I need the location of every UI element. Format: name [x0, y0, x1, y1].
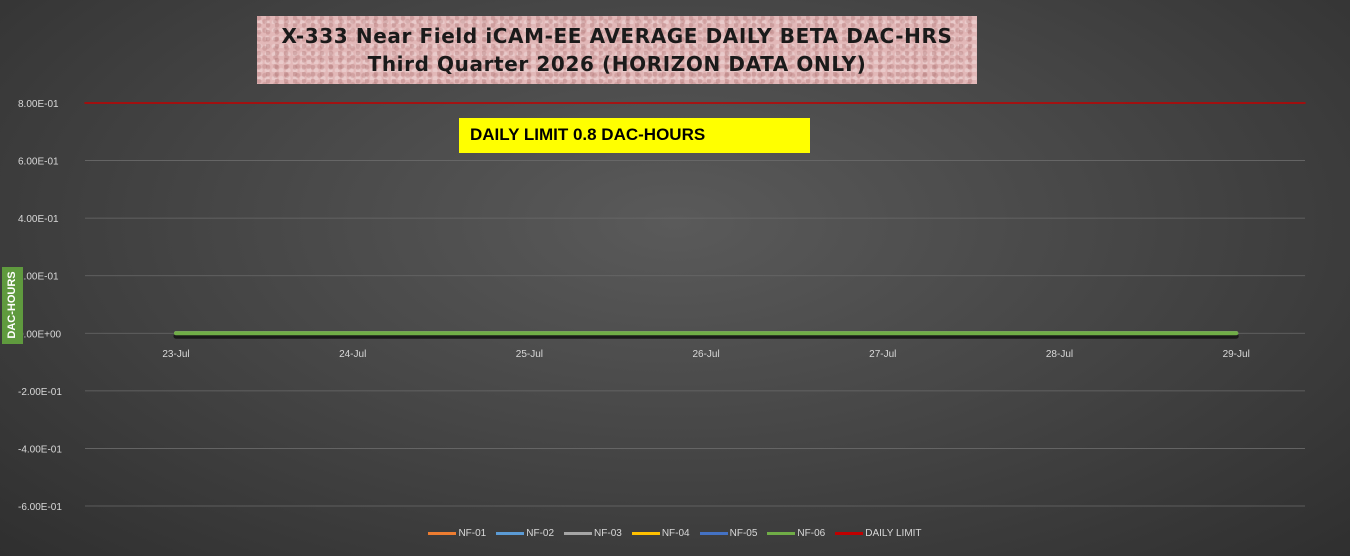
y-axis-tick-labels: 8.00E-01 6.00E-01 4.00E-01 2.00E-01 0.00E+00… — [18, 99, 62, 513]
legend-swatch — [699, 532, 728, 535]
y-tick-label: 8.00E-01 — [18, 99, 59, 110]
legend-swatch — [496, 532, 525, 535]
x-tick-label: 23-Jul — [162, 349, 189, 360]
y-tick-label: 4.00E-01 — [18, 214, 59, 225]
x-tick-label: 28-Jul — [1046, 349, 1073, 360]
legend-item: NF-01 — [428, 528, 486, 539]
y-tick-label: -6.00E-01 — [18, 502, 62, 513]
legend-item: NF-04 — [631, 528, 690, 539]
legend-swatch — [564, 532, 593, 535]
x-tick-label: 26-Jul — [692, 349, 719, 360]
chart-title-box: X-333 Near Field iCAM-EE AVERAGE DAILY B… — [257, 16, 977, 84]
gridlines — [85, 102, 1305, 507]
y-tick-label: 2.00E-01 — [18, 272, 59, 283]
chart-title: X-333 Near Field iCAM-EE AVERAGE DAILY B… — [281, 24, 953, 48]
y-axis-label-background — [2, 267, 23, 344]
legend-label: NF-02 — [526, 528, 555, 539]
legend-label: NF-05 — [729, 528, 758, 539]
x-axis-tick-labels: 23-Jul 24-Jul 25-Jul 26-Jul 27-Jul 28-Jul 29-J… — [162, 349, 1249, 360]
legend-item: DAILY LIMIT — [835, 528, 922, 539]
series-lines — [84, 102, 1306, 339]
legend-swatch — [631, 532, 660, 535]
x-tick-label: 25-Jul — [516, 349, 543, 360]
legend-swatch — [835, 532, 864, 535]
legend-label: DAILY LIMIT — [865, 528, 922, 539]
legend-label: NF-03 — [594, 528, 622, 539]
y-tick-label: -4.00E-01 — [18, 444, 62, 455]
daily-limit-annotation: DAILY LIMIT 0.8 DAC-HOURS — [459, 118, 810, 153]
x-tick-label: 27-Jul — [869, 349, 896, 360]
x-tick-label: 29-Jul — [1223, 349, 1250, 360]
x-tick-label: 24-Jul — [339, 349, 366, 360]
y-axis-label: DAC-HOURS — [6, 271, 18, 339]
legend-item: NF-02 — [496, 528, 554, 539]
y-tick-label: 0.00E+00 — [18, 329, 62, 340]
legend-label: NF-06 — [797, 528, 826, 539]
chart-legend: NF-01 NF-02 NF-03 NF-04 NF-05 NF-06 DAILY LIMI… — [0, 528, 1350, 539]
legend-item: NF-05 — [699, 528, 758, 539]
y-tick-label: -2.00E-01 — [18, 387, 62, 398]
y-tick-label: 6.00E-01 — [18, 157, 59, 168]
chart-subtitle: Third Quarter 2026 (HORIZON DATA ONLY) — [367, 52, 867, 76]
legend-label: NF-01 — [458, 528, 487, 539]
legend-swatch — [428, 532, 457, 535]
legend-swatch — [767, 532, 796, 535]
legend-label: NF-04 — [661, 528, 690, 539]
legend-item: NF-03 — [564, 528, 622, 539]
legend-item: NF-06 — [767, 528, 825, 539]
